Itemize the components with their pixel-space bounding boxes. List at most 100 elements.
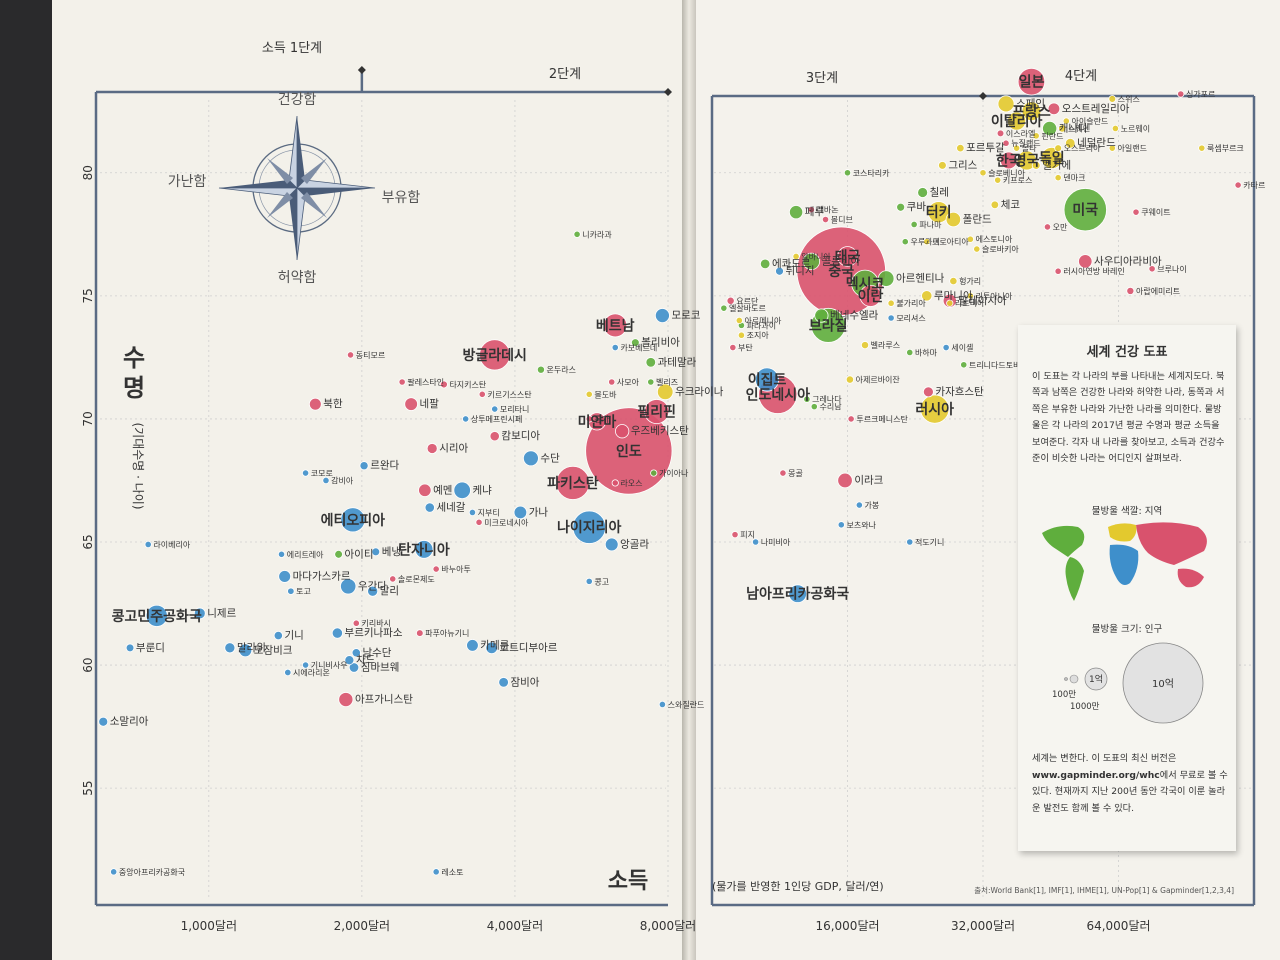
country-label: 사우디아라비아 [1094, 255, 1162, 267]
country-label: 몰도바 [594, 389, 617, 399]
bubble [910, 220, 918, 229]
legend-world-map [1042, 522, 1207, 601]
country-label: 가나 [529, 506, 549, 518]
country-label: 중국 [828, 264, 854, 280]
bubble [966, 292, 974, 300]
bubble [478, 390, 486, 398]
bubble [927, 201, 950, 224]
country-label: 파나마 [919, 220, 942, 229]
country-label: 기니비사우 [311, 660, 348, 670]
country-label: 독일 [1039, 151, 1065, 167]
country-label: 잠비아 [510, 676, 539, 688]
country-label: 우즈베키스탄 [631, 425, 689, 437]
level3-label: 3단계 [806, 71, 838, 86]
bubble [1148, 265, 1156, 273]
bubble [754, 367, 780, 392]
country-label: 오스트레일리아 [1062, 102, 1130, 115]
country-label: 부탄 [738, 343, 753, 353]
compass-bottom-label: 허약함 [278, 270, 317, 286]
bubble [432, 565, 440, 573]
legend-color-caption: 물방울 색깔: 지역 [1091, 506, 1163, 517]
country-label: 우간다 [358, 580, 387, 592]
country-label: 인도네시아 [746, 386, 811, 403]
bubble [814, 308, 829, 323]
y-axis-subtitle: (기대수명 · 나이) [131, 422, 145, 509]
country-label: 키프로스 [1003, 176, 1032, 185]
country-label: 타지키스탄 [449, 379, 486, 389]
bubble [1126, 286, 1135, 295]
bubble [367, 585, 379, 597]
country-label: 영국 [1014, 152, 1040, 169]
bubble [125, 643, 135, 653]
bubble [344, 655, 355, 666]
bubble [855, 501, 863, 509]
bubble [603, 313, 628, 338]
bubble [426, 443, 438, 454]
country-label: 프랑스 [1012, 104, 1051, 120]
bubble [498, 677, 509, 688]
country-label: 말리 [380, 585, 399, 597]
bubble [340, 578, 357, 595]
country-label: 파푸아뉴기니 [425, 628, 469, 638]
bubble [966, 235, 974, 243]
country-label: 오만 [1053, 223, 1068, 232]
size-label-1b: 10억 [1152, 678, 1174, 690]
bubble [468, 508, 477, 517]
bubble [475, 518, 483, 526]
country-label: 이탈리아 [991, 113, 1043, 130]
country-label: 한국 [996, 153, 1022, 169]
size-label-1m: 100만 [1052, 690, 1076, 700]
bubble [1040, 146, 1063, 170]
country-label: 온두라스 [547, 366, 576, 375]
bubble [193, 607, 206, 620]
bubble [945, 211, 962, 228]
bubble [810, 403, 818, 411]
y-tick-label: 55 [81, 781, 95, 796]
country-label: 요르단 [736, 296, 759, 306]
bubble [466, 639, 479, 652]
country-label: 과테말라 [658, 356, 697, 368]
country-label: 싱가포르 [1186, 89, 1215, 99]
country-label: 페루 [805, 206, 825, 218]
bubble [752, 538, 760, 546]
bubble [1042, 120, 1058, 137]
bubble [238, 643, 253, 658]
bubble [847, 415, 855, 423]
legend-footer-rest: 에서 무료로 볼 수 있다. 현재까지 지난 200년 동안 각국이 이룬 놀라… [1032, 769, 1228, 814]
country-label: 키리바시 [361, 618, 390, 628]
bubble [301, 661, 310, 669]
bubbles [98, 67, 1242, 876]
bubble [1032, 132, 1040, 140]
bubble [1054, 144, 1063, 153]
country-label: 시에라리온 [293, 668, 330, 677]
bubble [792, 252, 800, 261]
bubble [843, 169, 852, 177]
country-label: 토고 [296, 587, 311, 596]
size-label-100m: 1억 [1089, 673, 1103, 685]
country-label: 나미비아 [761, 537, 791, 547]
country-label: 포르투갈 [966, 141, 1005, 154]
country-label: 몽골 [788, 469, 803, 478]
country-label: 볼리비아 [641, 337, 680, 349]
country-label: 쿠웨이트 [1141, 207, 1170, 217]
bubble [859, 284, 882, 307]
bubble [145, 604, 168, 627]
country-label: 바누아투 [441, 564, 470, 574]
country-label: 캐나다 [1059, 122, 1088, 134]
bubble [1002, 139, 1010, 147]
bubble [658, 700, 667, 709]
country-label: 불가리아 [896, 298, 926, 308]
country-label: 파키스탄 [547, 475, 599, 492]
y-tick-label: 80 [81, 165, 95, 180]
bubble [803, 395, 811, 403]
bubble [224, 642, 236, 654]
country-label: 니제르 [207, 607, 236, 619]
country-label: 보츠와나 [846, 520, 876, 530]
bubble [973, 245, 981, 253]
bubble [779, 469, 787, 477]
country-label: 스웨덴 [1068, 123, 1090, 133]
bubble [949, 276, 958, 286]
bubble [1007, 111, 1027, 131]
country-label: 콩고민주공화국 [112, 608, 202, 625]
